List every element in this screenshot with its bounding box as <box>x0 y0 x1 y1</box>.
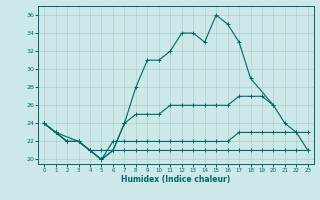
X-axis label: Humidex (Indice chaleur): Humidex (Indice chaleur) <box>121 175 231 184</box>
